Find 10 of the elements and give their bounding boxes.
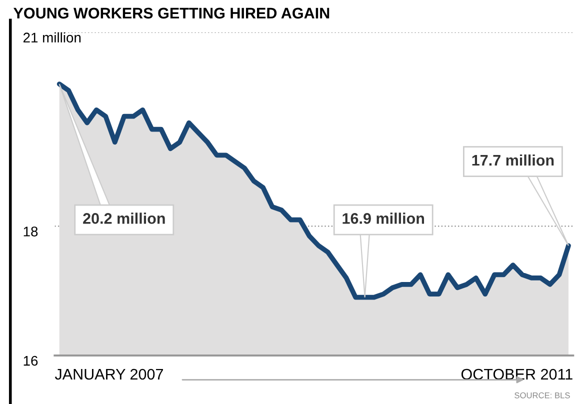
annotation: 17.7 million xyxy=(472,154,554,166)
source-note: SOURCE: BLS xyxy=(514,392,570,398)
y-tick-label: 18 xyxy=(24,226,38,236)
y-tick-label: 21 million xyxy=(23,32,81,43)
y-tick-label: 16 xyxy=(24,356,38,366)
annotation: 20.2 million xyxy=(83,212,165,224)
chart-title: YOUNG WORKERS GETTING HIRED AGAIN xyxy=(14,8,330,19)
text: OCTOBER 2011 xyxy=(461,368,572,380)
text: JANUARY 2007 xyxy=(54,368,163,380)
annotation: 16.9 million xyxy=(342,212,424,224)
